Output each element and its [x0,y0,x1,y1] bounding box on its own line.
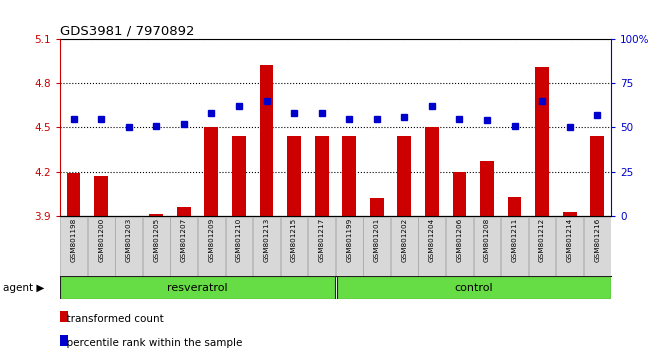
Text: GSM801217: GSM801217 [318,218,324,262]
Bar [150,215,163,216]
Bar [253,217,280,275]
Bar [170,217,197,275]
Text: GSM801208: GSM801208 [484,218,490,262]
Bar [60,217,87,275]
Text: GSM801203: GSM801203 [125,218,132,262]
Bar [474,217,500,275]
Text: GSM801213: GSM801213 [263,218,270,262]
Text: GSM801209: GSM801209 [209,218,214,262]
Text: GSM801199: GSM801199 [346,218,352,262]
Text: percentile rank within the sample: percentile rank within the sample [60,338,242,348]
Bar [528,217,556,275]
Bar [425,127,439,216]
Text: GSM801198: GSM801198 [71,218,77,262]
Bar [115,217,142,275]
Text: GSM801206: GSM801206 [456,218,462,262]
Bar [226,217,252,275]
Bar [370,198,384,216]
Bar [67,173,81,216]
Bar [397,136,411,216]
Bar [281,217,307,275]
Bar [205,127,218,216]
Bar [501,217,528,275]
Bar [419,217,445,275]
Bar [452,172,466,216]
Text: GSM801215: GSM801215 [291,218,297,262]
Text: GSM801210: GSM801210 [236,218,242,262]
Bar [584,217,610,275]
Text: GSM801201: GSM801201 [374,218,380,262]
Bar [363,217,390,275]
Bar [143,217,170,275]
Bar [177,207,190,216]
Text: GSM801204: GSM801204 [429,218,435,262]
Text: GSM801216: GSM801216 [594,218,600,262]
Bar [308,217,335,275]
Bar [315,136,328,216]
Bar [232,136,246,216]
Text: GSM801207: GSM801207 [181,218,187,262]
Bar [343,136,356,216]
Bar [480,161,494,216]
Text: GSM801211: GSM801211 [512,218,517,262]
Text: GDS3981 / 7970892: GDS3981 / 7970892 [60,25,194,38]
Text: GSM801202: GSM801202 [401,218,408,262]
Bar [535,67,549,216]
Bar [94,176,108,216]
Bar [556,217,583,275]
Bar [563,211,577,216]
Bar [122,216,136,217]
Text: GSM801214: GSM801214 [567,218,573,262]
Text: agent ▶: agent ▶ [3,282,45,293]
Bar [60,335,68,346]
Text: control: control [454,282,493,293]
Bar [60,276,335,299]
Text: GSM801205: GSM801205 [153,218,159,262]
Bar [88,217,114,275]
Bar [337,276,611,299]
Text: GSM801212: GSM801212 [539,218,545,262]
Bar [391,217,418,275]
Bar [446,217,473,275]
Bar [60,311,68,322]
Text: GSM801200: GSM801200 [98,218,104,262]
Bar [508,197,521,216]
Text: transformed count: transformed count [60,314,164,324]
Bar [198,217,225,275]
Text: resveratrol: resveratrol [167,282,228,293]
Bar [336,217,363,275]
Bar [287,136,301,216]
Bar [590,136,604,216]
Bar [259,65,274,216]
